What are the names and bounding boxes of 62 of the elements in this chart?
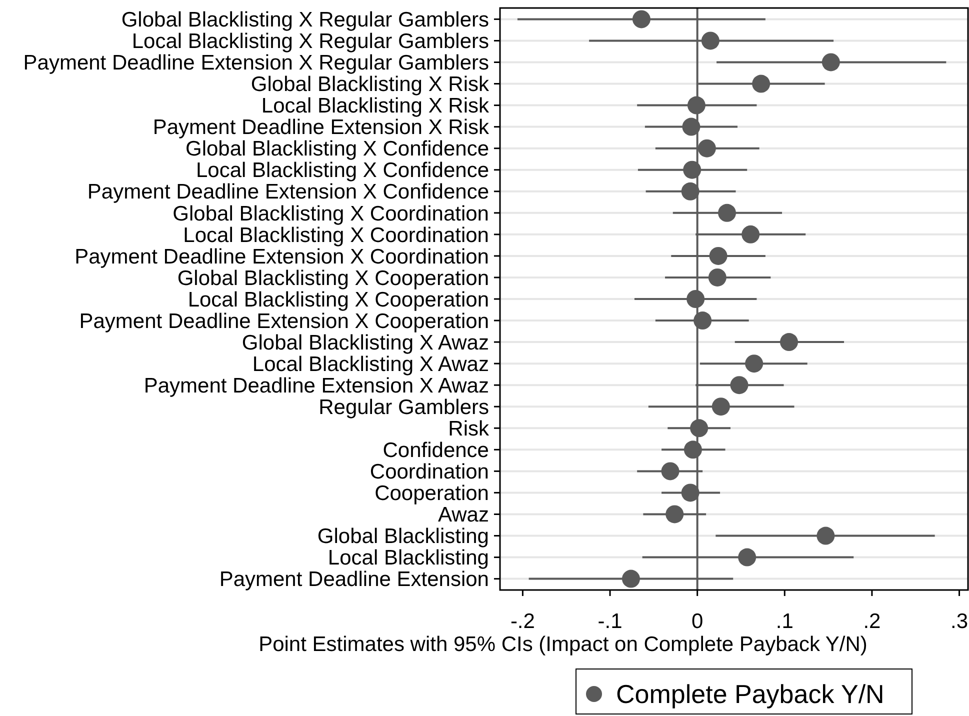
x-tick-label: 0 — [691, 610, 704, 633]
point — [661, 462, 680, 480]
x-tick-label: -.1 — [598, 610, 622, 633]
point — [730, 376, 748, 394]
point — [686, 290, 705, 308]
y-tick-label: Global Blacklisting X Regular Gamblers — [121, 8, 489, 32]
y-tick-label: Cooperation — [374, 482, 489, 506]
y-tick-label: Global Blacklisting X Cooperation — [177, 266, 489, 290]
point — [666, 505, 684, 524]
x-tick-label: .2 — [863, 610, 881, 633]
x-tick-label: -.2 — [510, 610, 535, 633]
y-tick-label: Local Blacklisting — [328, 546, 489, 570]
point — [681, 484, 700, 502]
point — [687, 96, 706, 114]
x-tick-label: .3 — [950, 610, 968, 633]
y-tick-label: Global Blacklisting X Coordination — [172, 202, 489, 226]
y-tick-label: Awaz — [438, 504, 489, 527]
y-tick-label: Payment Deadline Extension X Confidence — [87, 180, 489, 204]
point — [816, 526, 835, 545]
point — [698, 139, 716, 158]
point — [632, 10, 650, 28]
point — [694, 312, 712, 330]
point — [690, 419, 708, 438]
y-tick-label: Local Blacklisting X Coordination — [183, 224, 489, 247]
point — [712, 398, 730, 416]
point — [681, 182, 700, 200]
y-tick-label: Regular Gamblers — [318, 396, 489, 419]
point — [701, 32, 720, 50]
y-tick-label: Payment Deadline Extension X Risk — [152, 116, 490, 140]
y-tick-label: Local Blacklisting X Regular Gamblers — [132, 30, 489, 54]
legend-label: Complete Payback Y/N — [616, 679, 884, 710]
y-tick-label: Global Blacklisting X Confidence — [186, 138, 489, 161]
y-tick-label: Payment Deadline Extension X Cooperation — [79, 310, 489, 333]
point — [745, 354, 764, 373]
point — [682, 118, 700, 136]
point — [684, 440, 702, 459]
point — [752, 74, 770, 93]
y-tick-label: Local Blacklisting X Risk — [261, 94, 490, 118]
y-tick-label: Risk — [448, 417, 490, 440]
point — [718, 204, 736, 222]
y-tick-label: Global Blacklisting X Risk — [250, 73, 490, 96]
point — [709, 246, 728, 265]
y-tick-label: Global Blacklisting X Awaz — [242, 331, 489, 354]
y-tick-label: Global Blacklisting — [317, 525, 489, 548]
point — [738, 548, 756, 566]
y-tick-label: Coordination — [370, 460, 489, 484]
y-tick-label: Local Blacklisting X Cooperation — [188, 288, 489, 312]
point — [622, 570, 640, 588]
x-tick-label: .1 — [776, 610, 794, 633]
y-tick-label: Local Blacklisting X Awaz — [252, 352, 489, 376]
point — [708, 268, 726, 286]
point — [822, 53, 840, 72]
point — [742, 225, 760, 244]
y-tick-label: Local Blacklisting X Confidence — [196, 159, 489, 182]
y-tick-label: Confidence — [382, 439, 489, 462]
y-tick-label: Payment Deadline Extension — [219, 568, 489, 592]
y-tick-label: Payment Deadline Extension X Awaz — [144, 374, 489, 398]
point — [780, 333, 798, 352]
y-tick-label: Payment Deadline Extension X Regular Gamblers — [23, 52, 489, 75]
x-axis-title: Point Estimates with 95% CIs (Impact on Complete Payback Y/N) — [258, 633, 868, 656]
y-tick-label: Payment Deadline Extension X Coordination — [74, 245, 489, 268]
point — [683, 160, 702, 179]
